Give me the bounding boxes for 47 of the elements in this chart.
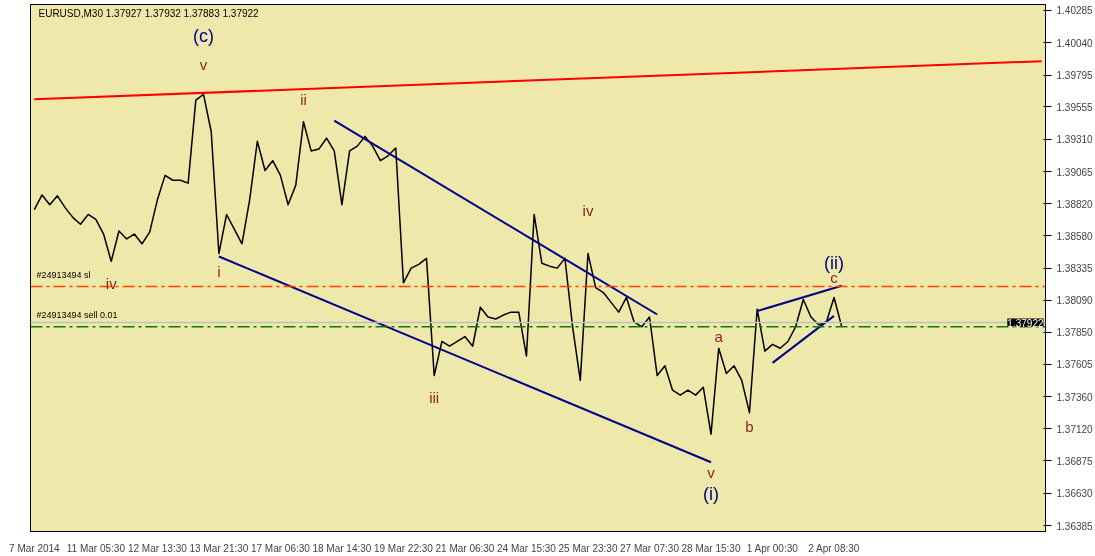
- y-tick-label: 1.37850: [1056, 327, 1094, 339]
- x-tick-label: 24 Mar 15:30: [497, 542, 557, 554]
- ref-line-label: #24913494 sl: [36, 269, 91, 280]
- x-tick-label: 27 Mar 07:30: [620, 542, 680, 554]
- x-tick-label: 11 Mar 05:30: [66, 542, 126, 554]
- annotation: i: [217, 262, 221, 280]
- y-tick-label: 1.39795: [1056, 70, 1094, 82]
- y-tick-label: 1.40285: [1056, 5, 1094, 17]
- y-tick-label: 1.38580: [1056, 230, 1094, 242]
- x-tick-label: 12 Mar 13:30: [127, 542, 188, 554]
- x-tick-label: 21 Mar 06:30: [435, 542, 495, 554]
- y-tick-label: 1.39310: [1056, 134, 1094, 146]
- y-tick-label: 1.38335: [1056, 263, 1094, 274]
- x-tick-label: 1 Apr 00:30: [746, 542, 799, 554]
- y-tick-label: 1.36630: [1056, 488, 1094, 500]
- y-tick-label: 1.37360: [1056, 391, 1094, 403]
- y-tick-label: 1.36385: [1056, 520, 1094, 532]
- y-tick-label: 1.38820: [1056, 198, 1094, 210]
- y-tick-label: 1.40040: [1056, 37, 1094, 49]
- annotation: iii: [429, 389, 440, 407]
- x-tick-label: 25 Mar 23:30: [558, 542, 618, 554]
- annotation: iv: [105, 274, 118, 292]
- annotation: b: [745, 418, 754, 436]
- annotation: iv: [582, 201, 594, 219]
- y-tick-label: 1.37605: [1056, 359, 1094, 371]
- line-series: [33, 93, 843, 435]
- x-tick-label: 7 Mar 2014: [9, 542, 61, 554]
- chart-title: EURUSD,M30 1.37927 1.37932 1.37883 1.37922: [38, 7, 260, 19]
- x-tick-label: 19 Mar 22:30: [373, 542, 434, 554]
- annotation: (i): [703, 484, 720, 505]
- annotation: v: [199, 55, 208, 73]
- ref-line-label: 1.37922: [1007, 317, 1044, 329]
- y-tick-label: 1.37120: [1056, 423, 1094, 435]
- y-tick-label: 1.36875: [1056, 455, 1094, 467]
- x-tick-label: 13 Mar 21:30: [189, 542, 249, 554]
- annotation: ii: [300, 91, 307, 109]
- annotation: (c): [193, 26, 215, 47]
- x-tick-label: 18 Mar 14:30: [312, 542, 372, 554]
- y-tick-label: 1.38090: [1056, 295, 1094, 307]
- y-tick-label: 1.39555: [1056, 101, 1094, 113]
- x-tick-label: 17 Mar 06:30: [250, 542, 311, 554]
- x-tick-label: 2 Apr 08:30: [808, 542, 860, 554]
- annotation: a: [714, 327, 724, 345]
- annotation: v: [707, 463, 716, 481]
- y-tick-label: 1.39065: [1056, 166, 1094, 178]
- x-tick-label: 28 Mar 15:30: [681, 542, 741, 554]
- ref-line-label: #24913494 sell 0.01: [36, 309, 118, 320]
